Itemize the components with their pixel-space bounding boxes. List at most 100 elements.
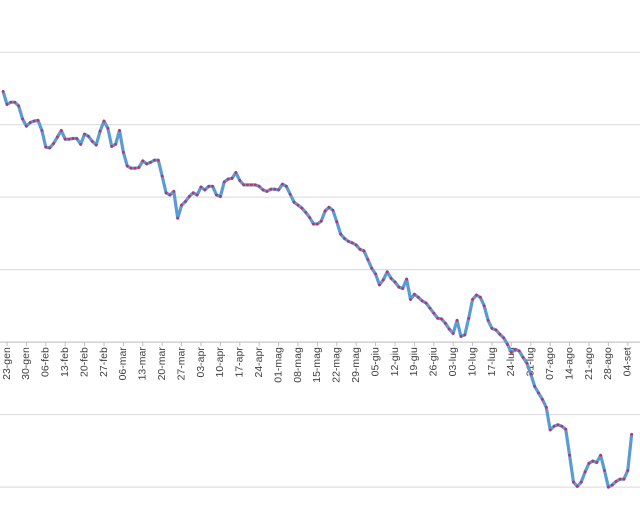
- point-marker: [284, 184, 288, 188]
- point-marker: [618, 477, 622, 481]
- point-marker: [610, 483, 614, 487]
- point-marker: [32, 119, 36, 123]
- point-marker: [428, 306, 432, 310]
- point-marker: [614, 479, 618, 483]
- point-marker: [265, 189, 269, 193]
- point-marker: [591, 459, 595, 463]
- point-marker: [242, 183, 246, 187]
- point-marker: [436, 316, 440, 320]
- point-marker: [67, 137, 71, 141]
- point-marker: [327, 205, 331, 209]
- point-marker: [292, 200, 296, 204]
- point-marker: [599, 453, 603, 457]
- point-marker: [587, 461, 591, 465]
- x-tick-label: 20-feb: [78, 347, 90, 377]
- point-marker: [358, 247, 362, 251]
- x-tick-label: 03-apr: [195, 347, 207, 378]
- point-marker: [176, 216, 180, 220]
- point-marker: [21, 117, 24, 121]
- x-tick-label: 27-feb: [98, 347, 110, 377]
- point-marker: [273, 187, 277, 191]
- point-marker: [366, 258, 370, 261]
- point-marker: [153, 158, 156, 162]
- point-marker: [98, 129, 102, 133]
- point-marker: [52, 142, 55, 145]
- point-marker: [478, 295, 482, 299]
- point-marker: [568, 453, 571, 457]
- point-marker: [207, 184, 211, 188]
- point-marker: [424, 301, 428, 305]
- point-marker: [24, 124, 28, 128]
- point-marker: [525, 361, 529, 365]
- point-marker: [257, 184, 261, 188]
- point-marker: [315, 222, 319, 226]
- point-marker: [343, 237, 346, 240]
- point-marker: [121, 150, 125, 154]
- point-marker: [211, 184, 215, 188]
- point-marker: [63, 137, 67, 141]
- point-marker: [59, 129, 63, 132]
- point-marker: [471, 297, 474, 301]
- point-marker: [133, 166, 137, 170]
- point-marker: [455, 319, 459, 322]
- point-marker: [312, 222, 315, 226]
- point-marker: [564, 427, 568, 431]
- x-tick-label: 10-apr: [214, 347, 226, 378]
- point-marker: [71, 137, 75, 140]
- point-marker: [13, 100, 17, 104]
- x-tick-label: 03-lug: [447, 347, 459, 376]
- point-marker: [28, 121, 32, 124]
- point-marker: [308, 216, 312, 219]
- x-tick-label: 15-mag: [311, 347, 323, 383]
- point-marker: [335, 220, 339, 224]
- point-marker: [603, 469, 606, 472]
- point-marker: [541, 398, 544, 401]
- point-marker: [513, 348, 517, 351]
- point-marker: [277, 188, 280, 192]
- point-marker: [626, 469, 630, 472]
- point-marker: [118, 129, 121, 132]
- point-marker: [583, 470, 587, 474]
- point-marker: [250, 183, 253, 187]
- point-marker: [575, 485, 579, 488]
- point-marker: [226, 177, 230, 181]
- x-tick-label: 29-mag: [350, 347, 362, 383]
- point-marker: [475, 293, 478, 297]
- x-tick-label: 23-gen: [1, 347, 13, 380]
- point-marker: [595, 461, 599, 464]
- point-marker: [548, 428, 552, 432]
- point-marker: [304, 211, 308, 214]
- point-marker: [48, 146, 52, 150]
- x-tick-label: 19-giu: [408, 347, 420, 376]
- x-tick-label: 07-ago: [544, 347, 556, 380]
- point-marker: [412, 292, 416, 296]
- point-marker: [378, 283, 381, 287]
- point-marker: [409, 297, 412, 301]
- point-marker: [385, 270, 389, 274]
- point-marker: [44, 145, 48, 149]
- point-marker: [517, 349, 521, 353]
- point-marker: [556, 423, 560, 427]
- point-marker: [199, 185, 203, 189]
- point-marker: [459, 334, 463, 338]
- point-marker: [156, 158, 160, 162]
- point-marker: [87, 134, 90, 138]
- point-marker: [75, 137, 79, 140]
- x-tick-label: 01-mag: [272, 347, 284, 383]
- point-marker: [347, 240, 350, 243]
- point-marker: [36, 118, 40, 122]
- point-marker: [630, 432, 634, 436]
- x-tick-label: 13-feb: [59, 347, 71, 377]
- point-marker: [370, 266, 374, 270]
- x-tick-label: 05-giu: [369, 347, 381, 376]
- point-marker: [494, 328, 498, 332]
- point-marker: [141, 159, 145, 163]
- point-marker: [269, 187, 273, 191]
- point-marker: [354, 243, 358, 247]
- point-marker: [234, 171, 238, 174]
- point-marker: [164, 191, 168, 195]
- point-marker: [389, 276, 393, 280]
- point-marker: [451, 332, 455, 335]
- point-marker: [323, 209, 327, 213]
